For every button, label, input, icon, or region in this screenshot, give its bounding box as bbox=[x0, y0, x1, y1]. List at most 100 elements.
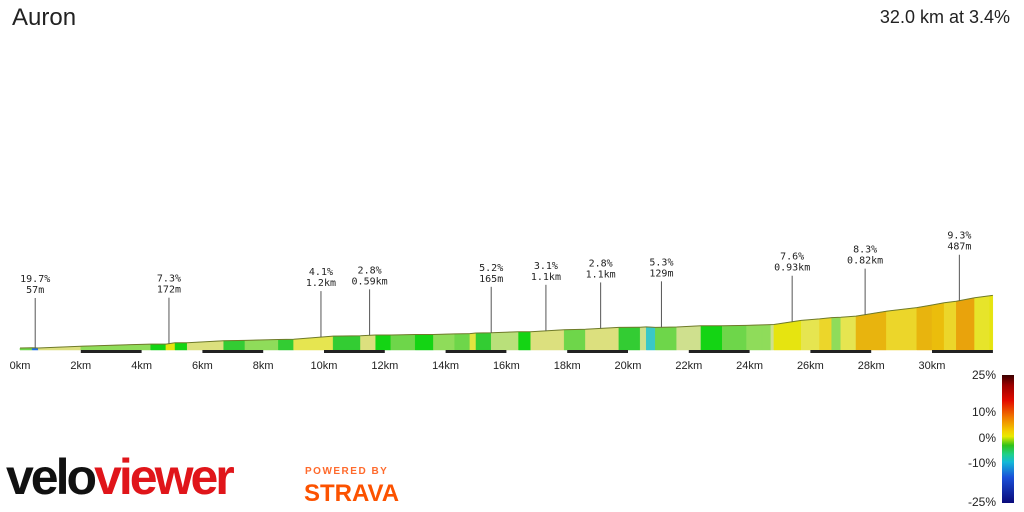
x-tick-label: 8km bbox=[253, 360, 274, 372]
annotation-length: 129m bbox=[649, 268, 673, 279]
annotation-length: 1.1km bbox=[531, 272, 561, 283]
gradient-segment bbox=[989, 295, 994, 351]
veloviewer-logo: veloviewer bbox=[6, 449, 235, 505]
gradient-segment bbox=[676, 325, 702, 351]
axis-band bbox=[810, 350, 872, 353]
logo-velo: velo bbox=[6, 449, 97, 505]
gradient-legend: 25% 10% 0% -10% -25% bbox=[962, 366, 1024, 512]
annotations: 19.7%57m7.3%172m4.1%1.2km2.8%0.59km5.2%1… bbox=[20, 231, 971, 348]
gradient-segment bbox=[223, 340, 246, 351]
annotation-grade: 3.1% bbox=[534, 261, 558, 272]
axis-band bbox=[932, 350, 993, 353]
annotation-grade: 8.3% bbox=[853, 245, 877, 256]
gradient-segment bbox=[174, 342, 188, 351]
annotation-grade: 19.7% bbox=[20, 274, 50, 285]
x-tick-label: 12km bbox=[371, 360, 398, 372]
annotation-length: 1.2km bbox=[306, 278, 336, 289]
axis-band bbox=[324, 350, 385, 353]
gradient-segment bbox=[469, 332, 477, 351]
gradient-segment bbox=[150, 343, 167, 351]
x-tick-label: 22km bbox=[675, 360, 702, 372]
legend-tick: 25% bbox=[971, 368, 996, 382]
x-tick-label: 26km bbox=[797, 360, 824, 372]
axis-band bbox=[202, 350, 264, 353]
powered-by-label: POWERED BY bbox=[305, 466, 389, 477]
gradient-segment bbox=[655, 326, 677, 351]
x-tick-label: 28km bbox=[858, 360, 885, 372]
x-tick-label: 16km bbox=[493, 360, 520, 372]
x-tick-label: 6km bbox=[192, 360, 213, 372]
gradient-segment bbox=[414, 334, 434, 351]
annotation-length: 57m bbox=[26, 285, 44, 296]
legend-tick: -10% bbox=[967, 456, 996, 470]
gradient-color-scale bbox=[1002, 375, 1014, 503]
annotation-grade: 2.8% bbox=[589, 258, 613, 269]
annotation-length: 165m bbox=[479, 274, 503, 285]
gradient-segment bbox=[332, 335, 361, 351]
legend-tick: 10% bbox=[971, 405, 996, 419]
gradient-segment bbox=[956, 297, 975, 351]
axis-band bbox=[80, 350, 142, 353]
annotation-grade: 4.1% bbox=[309, 267, 333, 278]
gradient-segments bbox=[19, 295, 994, 351]
gradient-segment bbox=[819, 317, 832, 351]
gradient-segment bbox=[700, 325, 723, 351]
annotation-grade: 7.6% bbox=[780, 252, 804, 263]
gradient-segment bbox=[773, 320, 802, 351]
gradient-segment bbox=[490, 331, 519, 351]
legend-tick: 0% bbox=[978, 431, 996, 445]
annotation-grade: 5.2% bbox=[479, 263, 503, 274]
gradient-segment bbox=[931, 302, 945, 351]
annotation-grade: 9.3% bbox=[947, 231, 971, 242]
gradient-segment bbox=[916, 304, 933, 351]
gradient-segment bbox=[360, 334, 376, 351]
gradient-segment bbox=[475, 332, 492, 351]
climb-summary: 32.0 km at 3.4% bbox=[879, 7, 1010, 27]
gradient-segment bbox=[721, 325, 747, 351]
logo-viewer: viewer bbox=[94, 449, 235, 505]
gradient-segment bbox=[943, 301, 957, 351]
x-tick-label: 2km bbox=[70, 360, 91, 372]
gradient-segment bbox=[618, 326, 641, 351]
gradient-segment bbox=[639, 326, 647, 351]
annotation-grade: 5.3% bbox=[649, 257, 673, 268]
annotation-length: 1.1km bbox=[586, 269, 616, 280]
gradient-segment bbox=[645, 326, 656, 351]
x-tick-label: 14km bbox=[432, 360, 459, 372]
axis-band bbox=[688, 350, 750, 353]
distance-axis: 0km 2km 4km 6km 8km 10km 12km 14km 16km 18km 20km 2… bbox=[10, 350, 993, 372]
gradient-segment bbox=[563, 329, 586, 351]
gradient-segment bbox=[840, 315, 857, 351]
gradient-segment bbox=[518, 331, 531, 351]
gradient-segment bbox=[886, 307, 918, 351]
strava-logo: STRAVA bbox=[304, 480, 400, 507]
annotation-length: 0.82km bbox=[847, 256, 883, 267]
x-tick-label: 0km bbox=[10, 360, 31, 372]
x-tick-label: 4km bbox=[131, 360, 152, 372]
annotation-length: 487m bbox=[947, 242, 971, 253]
annotation-length: 172m bbox=[157, 285, 181, 296]
gradient-segment bbox=[585, 327, 620, 351]
gradient-segment bbox=[831, 317, 842, 351]
x-tick-label: 18km bbox=[554, 360, 581, 372]
profile-outline bbox=[19, 294, 993, 349]
gradient-segment bbox=[244, 339, 279, 351]
gradient-segment bbox=[746, 324, 763, 351]
x-tick-label: 20km bbox=[615, 360, 642, 372]
gradient-segment bbox=[761, 324, 772, 351]
x-tick-label: 24km bbox=[736, 360, 763, 372]
gradient-segment bbox=[375, 334, 392, 351]
annotation-length: 0.93km bbox=[774, 263, 810, 274]
gradient-segment bbox=[278, 339, 294, 351]
gradient-segment bbox=[855, 310, 887, 351]
x-tick-label: 10km bbox=[311, 360, 338, 372]
gradient-segment bbox=[433, 333, 455, 351]
gradient-segment bbox=[974, 295, 991, 351]
annotation-length: 0.59km bbox=[352, 276, 388, 287]
gradient-segment bbox=[390, 334, 416, 351]
gradient-segment bbox=[801, 318, 820, 351]
gradient-segment bbox=[454, 333, 471, 351]
x-tick-label: 30km bbox=[919, 360, 946, 372]
page-title: Auron bbox=[12, 4, 77, 31]
